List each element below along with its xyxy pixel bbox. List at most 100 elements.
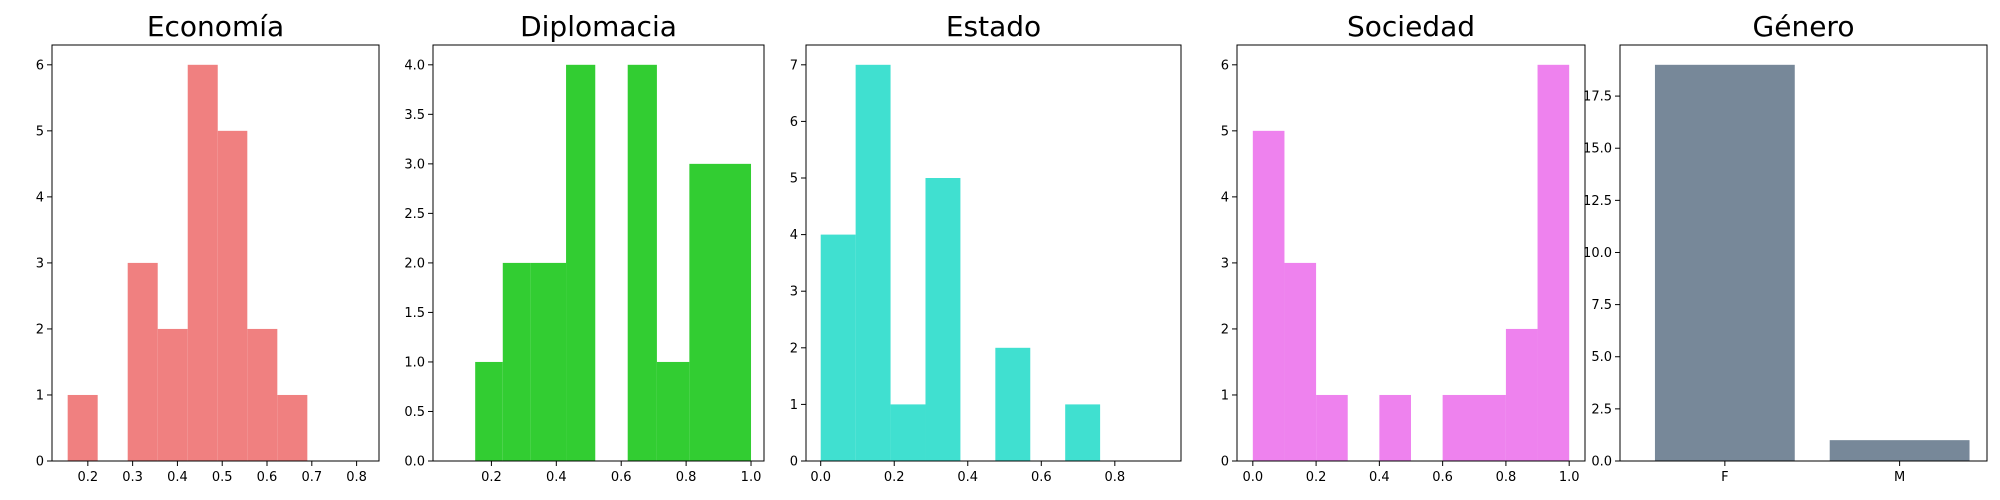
axes-frame [805, 44, 1182, 462]
x-tick-label: 0.8 [1104, 470, 1125, 485]
y-tick-label: 0.0 [1591, 455, 1612, 470]
x-tick-label: 0.4 [546, 470, 567, 485]
x-tick-label: 0.7 [301, 470, 322, 485]
y-tick-label: 12.5 [1583, 194, 1612, 209]
axes-frame [51, 44, 380, 462]
y-tick-label: 4 [1221, 190, 1229, 205]
x-tick-label: 0.4 [167, 470, 188, 485]
y-tick-label: 2.0 [404, 256, 425, 271]
histogram-bar [566, 64, 596, 462]
y-tick-label: 7.5 [1591, 298, 1612, 313]
y-tick-label: 5 [36, 124, 44, 139]
histogram-bar [1537, 64, 1570, 462]
y-tick-label: 3 [790, 285, 798, 300]
x-tick-label: 0.3 [122, 470, 143, 485]
chart-panel-4: 0 1 2 3 4 5 6 0.0 0.2 0.4 0.6 0.8 1.0 Sociedad [1221, 10, 1586, 485]
y-tick-label: 4 [790, 228, 798, 243]
y-tick-label: 3.0 [404, 157, 425, 172]
histogram-bar [1442, 394, 1506, 461]
histogram-bar [656, 361, 690, 461]
y-tick-label: 2 [790, 341, 798, 356]
axes-frame [432, 44, 765, 462]
histogram-bar [157, 328, 188, 461]
histogram-bar [277, 394, 308, 461]
histogram-bar [689, 163, 752, 461]
y-tick-label: 0.0 [404, 455, 425, 470]
y-tick-label: 0.5 [404, 405, 425, 420]
y-tick-label: 4.0 [404, 58, 425, 73]
x-tick-label: 0.6 [1432, 470, 1453, 485]
y-tick-label: 1 [36, 388, 44, 403]
y-tick-label: 0 [1221, 455, 1229, 470]
y-tick-label: 5.0 [1591, 350, 1612, 365]
y-tick-label: 0 [790, 455, 798, 470]
chart-panel-2: 0.0 0.5 1.0 1.5 2.0 2.5 3.0 3.5 4.0 0.2 0.4 0.6 0.8 1… [404, 10, 765, 485]
histogram-bar [1284, 262, 1317, 461]
x-tick-label: 0.0 [810, 470, 831, 485]
y-tick-label: 1 [790, 398, 798, 413]
y-tick-label: 2 [36, 322, 44, 337]
chart-title: Diplomacia [520, 10, 677, 43]
bar-f [1654, 64, 1795, 462]
x-tick-label: 0.2 [481, 470, 502, 485]
y-tick-label: 1.0 [404, 355, 425, 370]
y-tick-label: 5 [1221, 124, 1229, 139]
histogram-bar [217, 130, 248, 462]
x-tick-label: 0.2 [884, 470, 905, 485]
histogram-bar [925, 178, 961, 461]
x-tick-label: 0.5 [212, 470, 233, 485]
chart-panel-5: 0.0 2.5 5.0 7.5 10.0 12.5 15.0 17.5 F M Género [1583, 10, 1988, 485]
chart-panel-3: 0 1 2 3 4 5 6 7 0.0 0.2 0.4 0.6 0.8 Estado [790, 10, 1182, 485]
y-tick-label: 1 [1221, 388, 1229, 403]
x-tick-label: 0.6 [257, 470, 278, 485]
histogram-bar [247, 328, 278, 461]
histogram-bar [1505, 328, 1538, 461]
y-tick-label: 2.5 [1591, 402, 1612, 417]
histogram-bar [627, 64, 657, 462]
histogram-bar [127, 262, 158, 461]
histogram-bar [1065, 404, 1101, 461]
histogram-bar [820, 234, 856, 461]
y-tick-label: 1.5 [404, 306, 425, 321]
chart-title: Género [1753, 10, 1855, 43]
histogram-bar [530, 262, 567, 461]
x-tick-label: 1.0 [1559, 470, 1580, 485]
y-tick-label: 10.0 [1583, 246, 1612, 261]
axes-frame [1236, 44, 1586, 462]
histogram-bar [187, 64, 218, 462]
histogram-bar [1252, 130, 1285, 462]
x-tick-label: 0.2 [77, 470, 98, 485]
y-tick-label: 6 [36, 58, 44, 73]
y-tick-label: 17.5 [1583, 90, 1612, 105]
chart-title: Sociedad [1347, 10, 1475, 43]
histogram-bar [855, 64, 891, 462]
y-tick-label: 3 [1221, 256, 1229, 271]
histogram-bar [475, 361, 503, 461]
axes-frame [1619, 44, 1988, 462]
y-tick-label: 6 [790, 115, 798, 130]
bar-m [1829, 440, 1970, 461]
y-tick-label: 2.5 [404, 207, 425, 222]
histogram-bar [1379, 394, 1411, 461]
y-tick-label: 5 [790, 172, 798, 187]
chart-panel-1: 0 1 2 3 4 5 6 0.2 0.3 0.4 0.5 0.6 0.7 0.8 Economía [36, 10, 380, 485]
y-tick-label: 0 [36, 455, 44, 470]
x-tick-label: 0.8 [346, 470, 367, 485]
x-tick-label: 0.6 [1031, 470, 1052, 485]
x-tick-label: 0.4 [1369, 470, 1390, 485]
histogram-bar [890, 404, 926, 461]
x-tick-label: F [1721, 470, 1728, 485]
histogram-bar [995, 347, 1031, 461]
y-tick-label: 7 [790, 58, 798, 73]
x-tick-label: 1.0 [741, 470, 762, 485]
y-tick-label: 3 [36, 256, 44, 271]
y-tick-label: 6 [1221, 58, 1229, 73]
x-tick-label: 0.0 [1242, 470, 1263, 485]
histogram-bar [502, 262, 531, 461]
histogram-bar [1316, 394, 1348, 461]
y-tick-label: 3.5 [404, 108, 425, 123]
y-tick-label: 15.0 [1583, 142, 1612, 157]
y-tick-label: 2 [1221, 322, 1229, 337]
chart-title: Estado [946, 10, 1041, 43]
